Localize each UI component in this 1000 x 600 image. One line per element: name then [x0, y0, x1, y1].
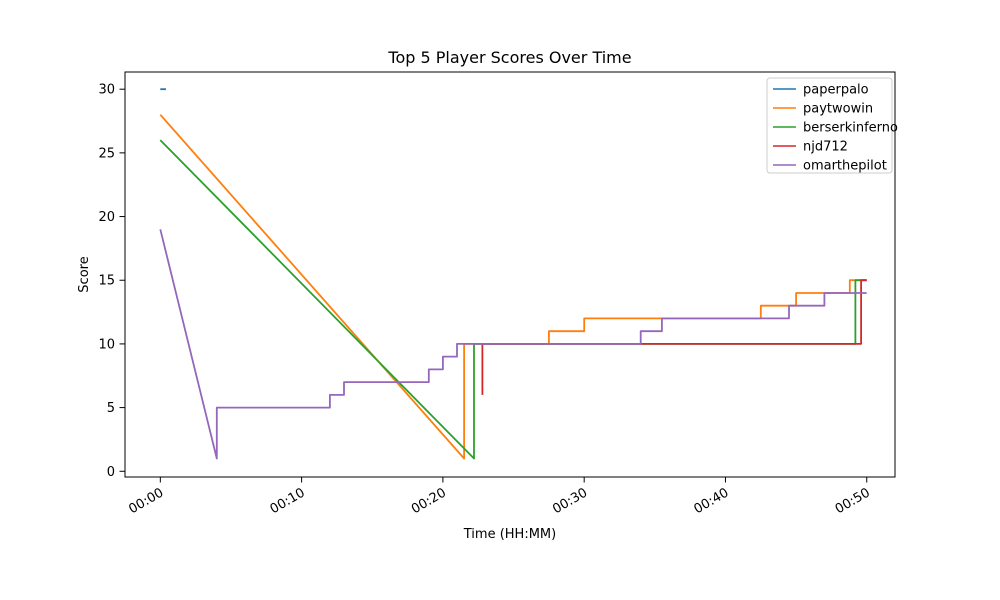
y-tick-label: 5: [107, 401, 115, 416]
x-axis-ticks: 00:00 00:10 00:20 00:30 00:40 00:50: [126, 477, 873, 517]
y-tick-label: 20: [98, 210, 115, 225]
plot-border: [124, 71, 896, 478]
y-axis-ticks: 0 5 10 15 20 25 30: [98, 83, 125, 480]
y-tick-label: 30: [98, 83, 115, 98]
series-line-berserkinferno: [159, 139, 867, 460]
y-tick-label: 25: [98, 146, 115, 161]
x-tick-label: 00:40: [692, 485, 732, 517]
legend-label-omarthepilot: omarthepilot: [803, 159, 887, 174]
legend-item-paperpalo: paperpalo: [773, 83, 869, 98]
y-tick-label: 10: [98, 337, 115, 352]
x-axis-label: Time (HH:MM): [463, 527, 556, 542]
legend-item-berserkinferno: berserkinferno: [773, 121, 898, 136]
legend-item-omarthepilot: omarthepilot: [773, 159, 887, 174]
legend-item-paytwowin: paytwowin: [773, 102, 873, 117]
legend: paperpalo paytwowin berserkinferno njd71…: [766, 77, 898, 174]
series-line-njd712: [481, 279, 867, 395]
y-tick-label: 15: [98, 274, 115, 289]
x-tick-label: 00:10: [268, 485, 308, 517]
series-lines: [159, 88, 867, 460]
chart-title: Top 5 Player Scores Over Time: [387, 48, 631, 67]
y-tick-label: 0: [107, 465, 115, 480]
legend-box: [766, 77, 893, 174]
legend-item-njd712: njd712: [773, 140, 848, 155]
legend-label-paperpalo: paperpalo: [803, 83, 869, 98]
series-line-omarthepilot: [159, 229, 867, 460]
x-tick-label: 00:50: [833, 485, 873, 517]
x-tick-label: 00:20: [409, 485, 449, 517]
x-tick-label: 00:30: [550, 485, 590, 517]
legend-label-njd712: njd712: [803, 140, 848, 155]
x-tick-label: 00:00: [126, 485, 166, 517]
y-axis-label: Score: [77, 256, 92, 292]
legend-label-paytwowin: paytwowin: [803, 102, 873, 117]
legend-label-berserkinferno: berserkinferno: [803, 121, 898, 136]
